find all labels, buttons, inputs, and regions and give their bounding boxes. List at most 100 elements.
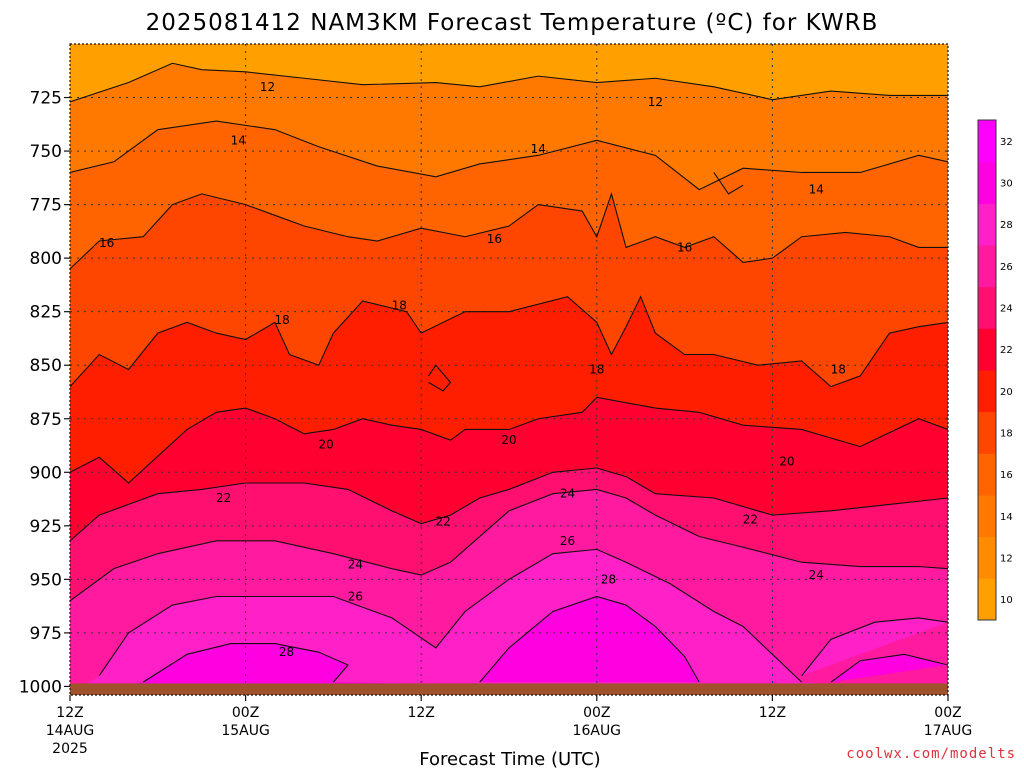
contour-label-26: 26 xyxy=(348,589,363,603)
colorbar-tick-label: 12 xyxy=(1000,554,1013,565)
y-tick-label: 850 xyxy=(30,356,62,376)
contour-label-20: 20 xyxy=(318,437,333,451)
band-pocket-28 xyxy=(479,596,700,683)
contour-28 xyxy=(479,595,700,683)
colorbar-segment xyxy=(978,161,996,204)
plot-frame xyxy=(69,43,949,696)
colorbar-tick-label: 28 xyxy=(1000,220,1013,231)
contour-label-12: 12 xyxy=(648,95,663,109)
y-tick-label: 775 xyxy=(30,196,62,216)
colorbar-frame xyxy=(977,119,997,621)
y-tick-label: 975 xyxy=(30,624,62,644)
colorbar-segment xyxy=(978,536,996,579)
contour-label-26: 26 xyxy=(560,534,575,548)
x-tick-date: 14AUG xyxy=(46,723,95,739)
contour-14 xyxy=(713,172,744,195)
colorbar-segment xyxy=(978,453,996,496)
y-tick-label: 875 xyxy=(30,410,62,430)
colorbar-tick-label: 18 xyxy=(1000,429,1013,440)
contour-label-14: 14 xyxy=(231,133,246,147)
x-axis: 12Z 14AUG 2025 00Z 15AUG 12Z 00Z 16AUG 12Z 00Z 17A… xyxy=(46,695,973,757)
contour-18 xyxy=(70,295,948,388)
y-tick-label: 950 xyxy=(30,570,62,590)
contour-label-18: 18 xyxy=(831,363,846,377)
y-tick-label: 750 xyxy=(30,142,62,162)
contour-label-24: 24 xyxy=(348,557,363,571)
contour-label-18: 18 xyxy=(392,298,407,312)
contour-label-20: 20 xyxy=(501,433,516,447)
x-tick-date: 15AUG xyxy=(221,723,270,739)
contour-label-24: 24 xyxy=(809,568,824,582)
y-tick-label: 1000 xyxy=(19,677,62,697)
colorbar-tick-label: 32 xyxy=(1000,137,1013,148)
colorbar-tick-label: 24 xyxy=(1000,304,1013,315)
contour-label-12: 12 xyxy=(260,80,275,94)
contour-20 xyxy=(428,364,452,392)
band-above-28 xyxy=(70,643,948,695)
colorbar-tick-label: 14 xyxy=(1000,512,1013,523)
colorbar: 10 12 14 16 18 20 22 24 26 28 30 32 xyxy=(977,119,1013,621)
colorbar-segment xyxy=(978,328,996,371)
x-tick-label: 12Z xyxy=(759,705,786,721)
x-tick-label: 00Z xyxy=(232,705,259,721)
contour-22 xyxy=(70,467,948,542)
y-axis: 725 750 775 800 825 850 875 900 925 950 975 1000 xyxy=(19,89,70,697)
colorbar-segment xyxy=(978,370,996,413)
colorbar-segment xyxy=(978,120,996,163)
contour-lines: 12 12 14 14 14 16 16 16 18 18 18 18 20 20 20 22 22 22 24 24… xyxy=(70,62,948,683)
colorbar-tick-label: 10 xyxy=(1000,595,1013,606)
contour-28 xyxy=(142,643,349,683)
y-tick-label: 825 xyxy=(30,303,62,323)
plot-area: 12 12 14 14 14 16 16 16 18 18 18 18 20 20 20 22 22 22 24 24… xyxy=(69,43,949,696)
x-tick-label: 12Z xyxy=(56,705,83,721)
contour-label-22: 22 xyxy=(216,491,231,505)
x-tick-label: 00Z xyxy=(934,705,961,721)
contour-label-20: 20 xyxy=(779,455,794,469)
contour-12 xyxy=(70,62,948,103)
contour-label-18: 18 xyxy=(275,313,290,327)
filled-bands xyxy=(70,63,948,695)
chart-title: 2025081412 NAM3KM Forecast Temperature (… xyxy=(146,10,879,36)
ground-strip xyxy=(70,683,948,695)
contour-26 xyxy=(801,617,948,677)
x-tick-label: 00Z xyxy=(583,705,610,721)
y-tick-label: 900 xyxy=(30,463,62,483)
contour-16 xyxy=(70,192,948,270)
x-tick-year: 2025 xyxy=(52,741,88,757)
contour-26 xyxy=(98,548,803,683)
x-tick-label: 12Z xyxy=(407,705,434,721)
colorbar-segment xyxy=(978,578,996,621)
contour-label-14: 14 xyxy=(531,142,546,156)
contour-14 xyxy=(70,120,948,191)
colorbar-tick-label: 26 xyxy=(1000,262,1013,273)
contour-label-16: 16 xyxy=(99,236,114,250)
contour-28 xyxy=(830,653,948,683)
colorbar-tick-label: 20 xyxy=(1000,387,1013,398)
x-axis-label: Forecast Time (UTC) xyxy=(419,749,600,768)
contour-label-14: 14 xyxy=(809,183,824,197)
y-tick-label: 800 xyxy=(30,249,62,269)
contour-label-22: 22 xyxy=(436,515,451,529)
x-tick-date: 17AUG xyxy=(924,723,973,739)
colorbar-tick-label: 30 xyxy=(1000,179,1013,190)
contour-label-16: 16 xyxy=(487,232,502,246)
colorbar-segment xyxy=(978,203,996,246)
colorbar-segment xyxy=(978,286,996,329)
contour-label-24: 24 xyxy=(560,487,575,501)
contour-label-28: 28 xyxy=(279,645,294,659)
x-tick-date: 16AUG xyxy=(573,723,622,739)
colorbar-segment xyxy=(978,495,996,538)
contour-label-28: 28 xyxy=(601,572,616,586)
credit-link[interactable]: coolwx.com/modelts xyxy=(846,746,1016,762)
band-pocket-26 xyxy=(801,617,948,676)
y-tick-label: 725 xyxy=(30,89,62,109)
contour-label-18: 18 xyxy=(589,363,604,377)
colorbar-segment xyxy=(978,411,996,454)
contour-label-22: 22 xyxy=(743,512,758,526)
y-tick-label: 925 xyxy=(30,517,62,537)
contour-20 xyxy=(70,396,948,484)
colorbar-tick-label: 22 xyxy=(1000,345,1013,356)
colorbar-tick-label: 16 xyxy=(1000,470,1013,481)
contour-24 xyxy=(70,488,948,602)
